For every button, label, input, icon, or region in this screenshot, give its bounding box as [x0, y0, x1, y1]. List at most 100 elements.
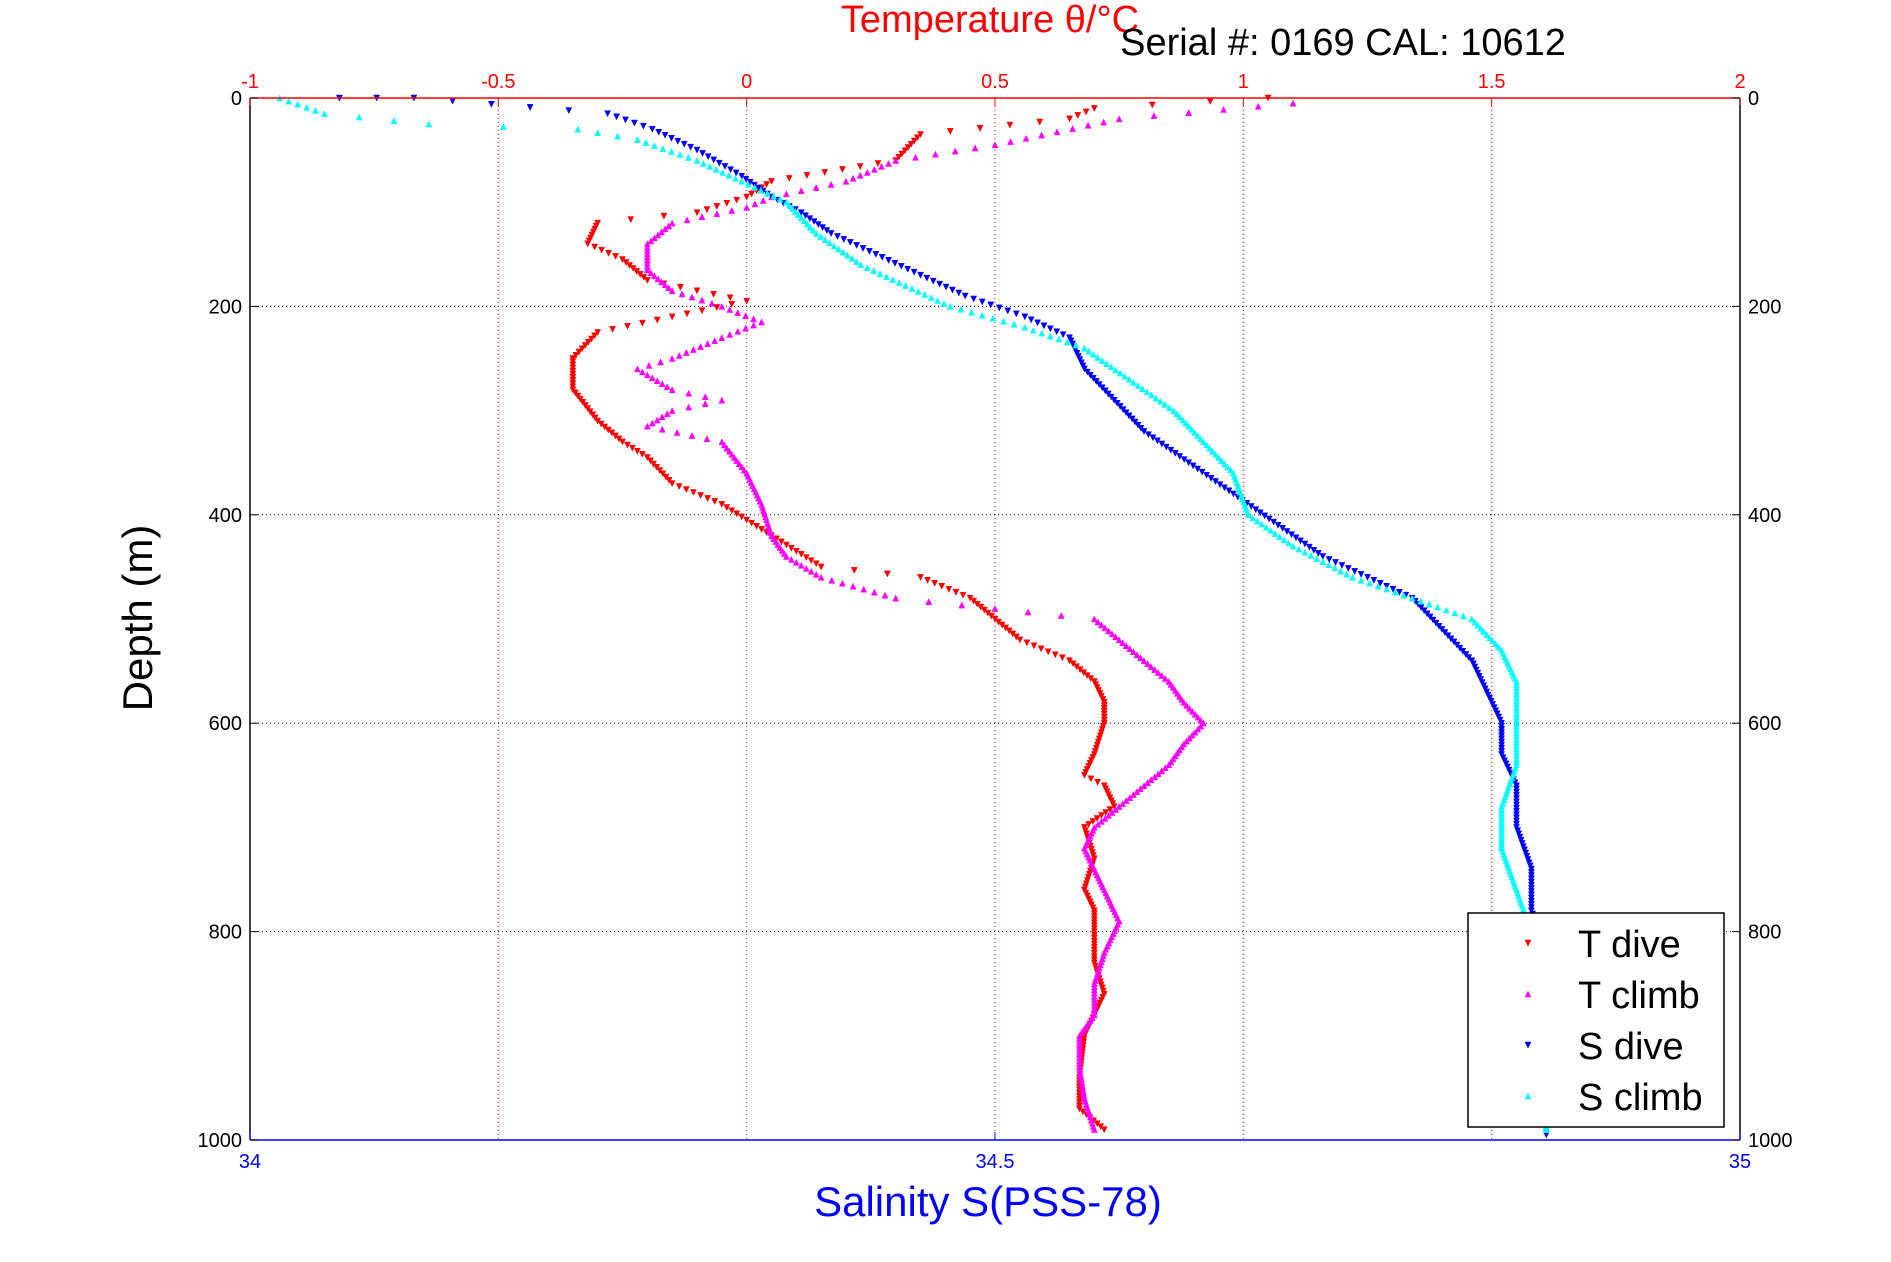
- data-point: [968, 308, 975, 316]
- data-point: [957, 305, 965, 313]
- data-point: [891, 259, 899, 267]
- data-point: [693, 146, 701, 154]
- data-point: [682, 486, 690, 494]
- data-point: [1126, 645, 1134, 653]
- data-point: [1010, 320, 1018, 328]
- data-point: [1122, 642, 1130, 650]
- data-point: [978, 311, 986, 319]
- data-point: [1357, 571, 1365, 578]
- data-point: [835, 245, 842, 253]
- data-point: [1332, 559, 1339, 566]
- data-point: [1191, 728, 1199, 736]
- top-tick-label: 1: [1238, 71, 1249, 93]
- data-point: [658, 380, 666, 388]
- data-point: [1150, 112, 1158, 119]
- data-point: [1129, 791, 1137, 798]
- data-point: [1483, 631, 1491, 638]
- data-point: [661, 281, 669, 289]
- data-point: [830, 242, 838, 250]
- data-point: [958, 601, 966, 609]
- data-point: [821, 169, 829, 176]
- data-point: [853, 258, 860, 265]
- data-point: [674, 137, 682, 145]
- data-point: [1194, 725, 1202, 733]
- data-point: [1179, 416, 1187, 424]
- data-point: [704, 340, 712, 347]
- data-point: [1105, 627, 1112, 635]
- data-point: [675, 483, 683, 491]
- data-point: [883, 570, 891, 578]
- data-point: [1253, 517, 1261, 525]
- data-point: [718, 302, 726, 310]
- data-point: [697, 343, 704, 350]
- data-point: [1480, 627, 1488, 635]
- right-tick-label: 1000: [1748, 1130, 1793, 1152]
- data-point: [594, 129, 602, 136]
- data-point: [1351, 568, 1359, 575]
- data-point: [1040, 322, 1048, 330]
- bottom-tick-label: 34: [239, 1151, 261, 1173]
- data-point: [1396, 588, 1403, 596]
- data-point: [713, 203, 721, 210]
- data-point: [913, 134, 921, 142]
- data-point: [1004, 307, 1012, 315]
- top-tick-label: 1.5: [1478, 71, 1506, 93]
- data-point: [425, 120, 433, 128]
- data-point: [1080, 772, 1088, 779]
- data-point: [710, 290, 717, 298]
- data-point: [726, 294, 734, 302]
- data-point: [927, 293, 935, 301]
- data-point: [778, 538, 785, 546]
- data-point: [910, 268, 918, 276]
- data-point: [1059, 654, 1066, 662]
- data-point: [1144, 779, 1151, 786]
- data-point: [680, 140, 688, 148]
- data-point: [1173, 410, 1181, 417]
- data-point: [1125, 375, 1133, 383]
- data-point: [711, 337, 719, 344]
- data-point: [1425, 600, 1433, 608]
- data-point: [743, 193, 751, 201]
- data-point: [578, 345, 586, 353]
- data-point: [846, 239, 854, 246]
- data-point: [807, 567, 815, 575]
- data-point: [1244, 511, 1252, 519]
- data-point: [785, 201, 793, 209]
- data-point: [1046, 325, 1054, 333]
- data-point: [687, 143, 695, 151]
- data-point: [1112, 633, 1120, 641]
- data-point: [574, 125, 582, 133]
- data-point: [723, 199, 731, 207]
- data-point: [723, 504, 731, 512]
- data-point: [1154, 669, 1162, 676]
- data-point: [1451, 609, 1459, 617]
- data-point: [668, 354, 676, 362]
- data-point: [725, 447, 733, 455]
- data-point: [929, 277, 937, 285]
- data-point: [728, 507, 736, 515]
- data-point: [1468, 615, 1476, 623]
- data-point: [718, 501, 726, 508]
- data-point: [806, 223, 814, 231]
- data-point: [1417, 597, 1425, 605]
- data-point: [800, 217, 808, 225]
- data-point: [1254, 102, 1262, 110]
- data-point: [876, 270, 884, 277]
- data-point: [751, 183, 758, 191]
- data-point: [1364, 574, 1371, 581]
- data-point: [643, 422, 651, 430]
- data-point: [584, 338, 592, 346]
- data-point: [633, 447, 641, 455]
- data-point: [658, 425, 666, 433]
- data-point: [693, 287, 701, 295]
- data-point: [487, 101, 495, 108]
- data-point: [1119, 800, 1127, 807]
- data-point: [883, 273, 890, 280]
- data-point: [1051, 651, 1059, 659]
- data-point: [931, 580, 939, 587]
- data-point: [1115, 115, 1123, 123]
- data-point: [949, 286, 956, 294]
- data-point: [731, 174, 739, 182]
- data-point: [1370, 577, 1378, 584]
- data-point: [653, 377, 661, 385]
